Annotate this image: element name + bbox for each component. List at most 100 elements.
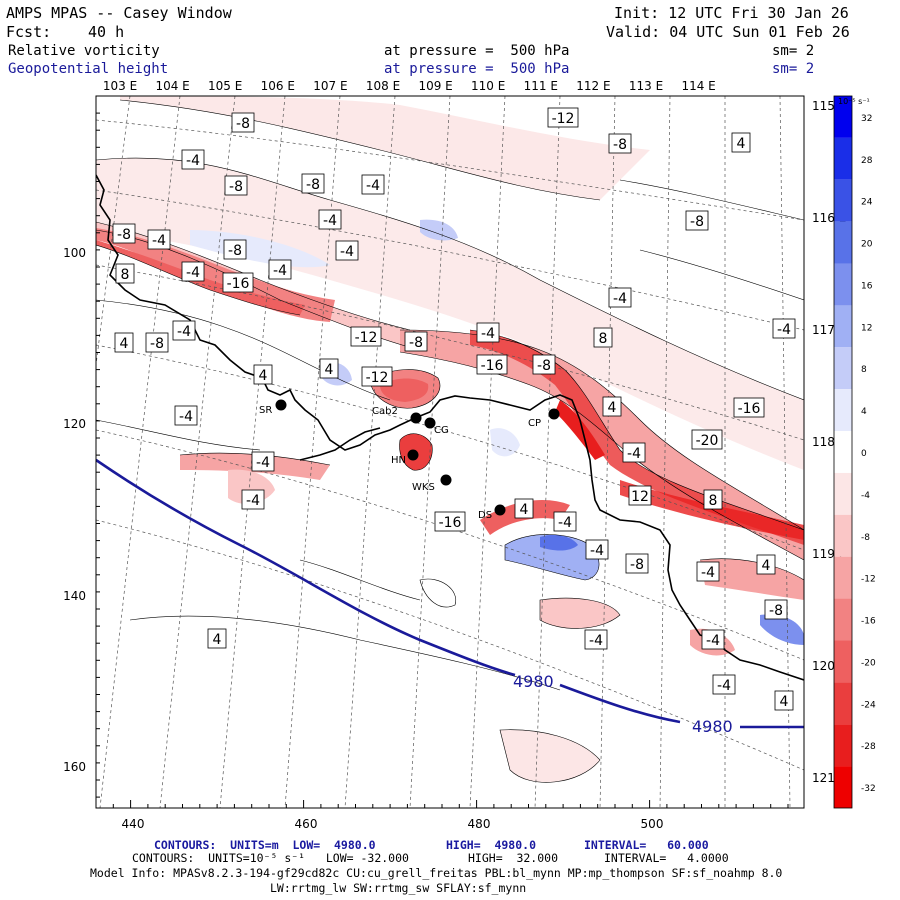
height-contour-label: 4980: [513, 672, 554, 691]
contour-label: -8: [301, 173, 325, 194]
contour-label-text: -4: [717, 678, 731, 694]
contour-label-text: -8: [236, 116, 250, 132]
contour-label: -8: [532, 354, 556, 375]
y-tick-label: 100: [63, 246, 86, 260]
contour-label-text: -4: [589, 633, 603, 649]
contour-label: -16: [733, 397, 765, 418]
contour-label-text: -16: [738, 401, 761, 417]
contour-label: -4: [584, 629, 608, 650]
colorbar-swatch: [834, 179, 852, 222]
contour-label: -8: [764, 599, 788, 620]
colorbar-label: 28: [861, 156, 873, 166]
colorbar-label: -16: [861, 617, 876, 627]
contour-label-text: 8: [709, 493, 718, 509]
contour-label: -4: [585, 539, 609, 560]
contour-label: -4: [696, 561, 720, 582]
contour-label-text: -12: [355, 330, 378, 346]
contour-label-text: -8: [769, 603, 783, 619]
longitude-label: 108 E: [366, 79, 400, 93]
footer-model-physics: LW:rrtmg_lw SW:rrtmg_sw SFLAY:sf_mynn: [270, 881, 527, 895]
colorbar-label: 32: [861, 114, 872, 124]
contour-label-text: -4: [246, 493, 260, 509]
contour-label-text: -16: [227, 276, 250, 292]
longitude-label: 104 E: [155, 79, 189, 93]
contour-label: -4: [772, 318, 796, 339]
contour-label: -4: [241, 489, 265, 510]
contour-label-text: 4: [259, 368, 268, 384]
contour-label-text: -4: [777, 322, 791, 338]
contour-label-text: -4: [323, 213, 337, 229]
contour-label: -8: [224, 175, 248, 196]
colorbar-label: -24: [861, 700, 876, 710]
contour-label: 8: [115, 263, 135, 284]
contour-label-text: -16: [439, 515, 462, 531]
colorbar-label: -8: [861, 533, 870, 543]
contour-label: -8: [404, 331, 428, 352]
colorbar-swatch: [834, 305, 852, 348]
contour-label: -4: [622, 442, 646, 463]
contour-label-text: -4: [177, 324, 191, 340]
contour-label-text: 4: [120, 336, 129, 352]
colorbar-label: 8: [861, 365, 867, 375]
contour-label-text: -8: [690, 214, 704, 230]
contour-label: -8: [608, 133, 632, 154]
colorbar-label: -28: [861, 742, 876, 752]
field2-smoothing: sm= 2: [772, 61, 815, 77]
contour-label-text: 8: [121, 267, 130, 283]
contour-label: 4: [253, 364, 273, 385]
contour-label-text: -4: [706, 633, 720, 649]
contour-label-text: -20: [696, 433, 719, 449]
y-axis-labels: 100 120 140 160: [63, 246, 86, 774]
contour-label-text: -4: [613, 291, 627, 307]
contour-label: -4: [335, 240, 359, 261]
footer-height-contours: CONTOURS: UNITS=m LOW= 4980.0: [154, 838, 376, 852]
contour-label-text: -4: [179, 409, 193, 425]
footer-height-interval: INTERVAL= 60.000: [584, 838, 709, 852]
station-label: CP: [528, 418, 541, 429]
contour-label: -12: [350, 326, 382, 347]
colorbar-label: 16: [861, 281, 873, 291]
station-cp: CP: [528, 408, 560, 429]
contour-label: 4: [774, 690, 794, 711]
contour-label: 4: [602, 396, 622, 417]
field2-level: at pressure = 500 hPa: [384, 61, 570, 77]
station-wks: WKS: [412, 474, 452, 493]
footer-model-info: Model Info: MPASv8.2.3-194-gf29cd82c CU:…: [90, 866, 783, 880]
contour-label-text: -4: [558, 515, 572, 531]
contour-labels: -8 -4 -8 -8 -4 -4 -8 -4 -8 -4 -4 8 -4 -16 -12 -8 4 -8 -4 -4…: [112, 107, 796, 711]
longitude-label: 105 E: [208, 79, 242, 93]
colorbar-swatch: [834, 96, 852, 138]
contour-label: 4: [756, 554, 776, 575]
contour-label: 4: [514, 498, 534, 519]
colorbar-label: -32: [861, 784, 876, 794]
footer-vorticity-interval: INTERVAL= 4.0000: [604, 851, 729, 865]
contour-label: -16: [476, 354, 508, 375]
colorbar-label: 20: [861, 240, 873, 250]
station-cg: CG: [424, 417, 449, 436]
x-axis-labels: 440 460 480 500: [122, 817, 664, 831]
contour-label: -4: [712, 674, 736, 695]
contour-label-text: -8: [117, 227, 131, 243]
contour-label: -4: [172, 320, 196, 341]
longitude-label: 110 E: [471, 79, 505, 93]
colorbar-label: -12: [861, 575, 876, 585]
contour-label-text: 4: [762, 558, 771, 574]
coastline: [96, 174, 804, 681]
contour-label: 4: [319, 358, 339, 379]
contour-label-text: -8: [228, 243, 242, 259]
contour-label-text: 12: [631, 489, 649, 505]
colorbar-swatch: [834, 514, 852, 557]
contour-label: 4: [207, 628, 227, 649]
axis-ticks: [95, 95, 789, 808]
colorbar-swatch: [834, 389, 852, 432]
colorbar-label: 4: [861, 407, 867, 417]
contour-label: -20: [691, 429, 723, 450]
contour-label: -4: [181, 261, 205, 282]
contour-label: 8: [703, 489, 723, 510]
colorbar-swatch: [834, 347, 852, 390]
graticule: [96, 96, 804, 808]
station-label: CG: [434, 425, 449, 436]
station-hn: HN: [391, 449, 419, 466]
x-tick-label: 460: [295, 817, 318, 831]
